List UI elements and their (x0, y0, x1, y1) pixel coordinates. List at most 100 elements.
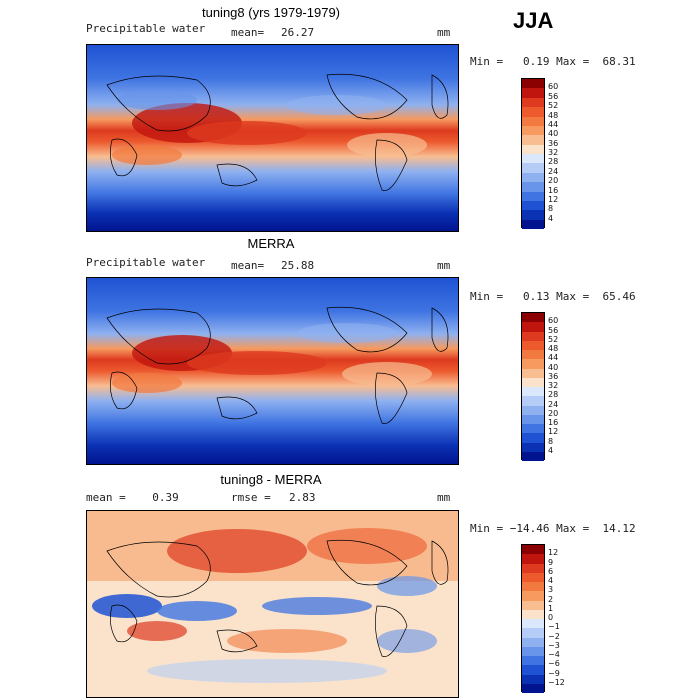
colorbar-tick-label: 60 (548, 316, 559, 326)
season-label: JJA (513, 8, 554, 33)
colorbar-tick-label: 16 (548, 418, 559, 427)
colorbar-swatch (522, 107, 544, 117)
panel-2-units: mm (437, 259, 451, 272)
colorbar-swatch (522, 628, 544, 638)
colorbar-tick-label: 24 (548, 399, 559, 409)
panel-1-min-max: Min = 0.19 Max = 68.31 (470, 55, 636, 68)
panel-3-map (86, 510, 459, 698)
panel-3-rmse-value: 2.83 (289, 491, 316, 504)
colorbar-swatch (522, 154, 544, 164)
panel-3-title: tuning8 - MERRA (220, 472, 322, 487)
colorbar-tick-label: 8 (548, 436, 554, 446)
colorbar-swatch (522, 396, 544, 406)
colorbar-tick-label: 16 (548, 185, 559, 195)
colorbar-swatch (522, 582, 544, 592)
colorbar-tick-label: −3 (548, 640, 560, 650)
panel-3-rmse-label: rmse = (231, 491, 271, 504)
colorbar-swatch (522, 359, 544, 369)
colorbar-tick-label: 3 (548, 585, 554, 595)
panel-1-variable-label: Precipitable water (86, 22, 206, 35)
colorbar-swatch (522, 451, 544, 461)
colorbar-tick-label: 32 (548, 148, 559, 157)
panel-1-map (86, 44, 459, 232)
colorbar-swatch (522, 79, 544, 89)
colorbar-tick-label: 8 (548, 204, 554, 214)
panel-1-colorbar (521, 78, 545, 229)
colorbar-swatch (522, 572, 544, 582)
colorbar-tick-label: 56 (548, 325, 559, 335)
colorbar-swatch (522, 172, 544, 183)
colorbar-swatch (522, 116, 544, 126)
colorbar-swatch (522, 350, 544, 360)
colorbar-swatch (522, 340, 544, 350)
colorbar-tick-label: 4 (548, 213, 554, 223)
panel-3-min-max: Min = −14.46 Max = 14.12 (470, 522, 636, 535)
colorbar-tick-label: 44 (548, 353, 559, 363)
colorbar-swatch (522, 600, 544, 610)
colorbar-tick-label: −9 (548, 668, 560, 678)
colorbar-swatch (522, 619, 544, 629)
colorbar-swatch (522, 135, 544, 145)
colorbar-tick-label: 32 (548, 381, 559, 390)
colorbar-tick-label: 36 (548, 371, 559, 381)
colorbar-tick-label: 4 (548, 576, 554, 585)
colorbar-swatch (522, 637, 544, 647)
panel-3-map-plot (87, 511, 458, 697)
colorbar-swatch (522, 554, 544, 564)
colorbar-swatch (522, 674, 544, 684)
colorbar-swatch (522, 377, 544, 387)
colorbar-tick-label: 36 (548, 138, 559, 148)
panel-2-title: MERRA (247, 236, 295, 251)
panel-2-map (86, 277, 459, 465)
colorbar-swatch (522, 368, 544, 378)
colorbar-tick-label: 20 (548, 408, 559, 418)
colorbar-tick-label: 40 (548, 362, 559, 372)
colorbar-swatch (522, 545, 544, 555)
panel-2-map-plot (87, 278, 458, 464)
colorbar-swatch (522, 646, 544, 656)
panel-2-colorbar (521, 312, 545, 461)
colorbar-swatch (522, 665, 544, 675)
colorbar-tick-label: −2 (548, 631, 560, 641)
colorbar-tick-label: 12 (548, 548, 559, 558)
colorbar-swatch (522, 313, 544, 323)
panel-2-min-max: Min = 0.13 Max = 65.46 (470, 290, 636, 303)
colorbar-tick-label: 48 (548, 344, 559, 353)
colorbar-swatch (522, 331, 544, 341)
colorbar-tick-label: 9 (548, 557, 554, 567)
colorbar-swatch (522, 144, 544, 154)
colorbar-tick-label: −12 (548, 677, 565, 687)
colorbar-tick-label: 20 (548, 176, 559, 186)
colorbar-tick-label: 12 (548, 194, 559, 204)
panel-1-mean-value: 26.27 (281, 26, 315, 39)
colorbar-swatch (522, 405, 544, 415)
colorbar-swatch (522, 182, 544, 192)
colorbar-swatch (522, 414, 544, 424)
colorbar-tick-label: −4 (548, 650, 560, 659)
colorbar-swatch (522, 656, 544, 666)
colorbar-swatch (522, 163, 544, 173)
panel-2-variable-label: Precipitable water (86, 256, 206, 269)
colorbar-tick-label: 28 (548, 157, 559, 167)
colorbar-swatch (522, 88, 544, 98)
colorbar-tick-label: 4 (548, 445, 554, 455)
colorbar-swatch (522, 433, 544, 443)
colorbar-tick-label: 60 (548, 82, 559, 92)
panel-3-units: mm (437, 491, 451, 504)
colorbar-tick-label: 40 (548, 129, 559, 139)
colorbar-swatch (522, 219, 544, 229)
colorbar-tick-label: −1 (548, 622, 560, 632)
colorbar-swatch (522, 125, 544, 136)
colorbar-tick-label: 24 (548, 166, 559, 176)
colorbar-tick-label: 1 (548, 603, 554, 613)
colorbar-swatch (522, 424, 544, 434)
panel-1-mean-label: mean= (231, 26, 265, 39)
panel-3-mean-label: mean = 0.39 (86, 491, 179, 504)
colorbar-tick-label: −6 (548, 659, 560, 669)
colorbar-swatch (522, 609, 544, 619)
colorbar-swatch (522, 591, 544, 601)
colorbar-swatch (522, 200, 544, 211)
panel-2-mean-value: 25.88 (281, 259, 315, 272)
colorbar-tick-label: 6 (548, 566, 554, 576)
panel-2-mean-label: mean= (231, 259, 265, 272)
